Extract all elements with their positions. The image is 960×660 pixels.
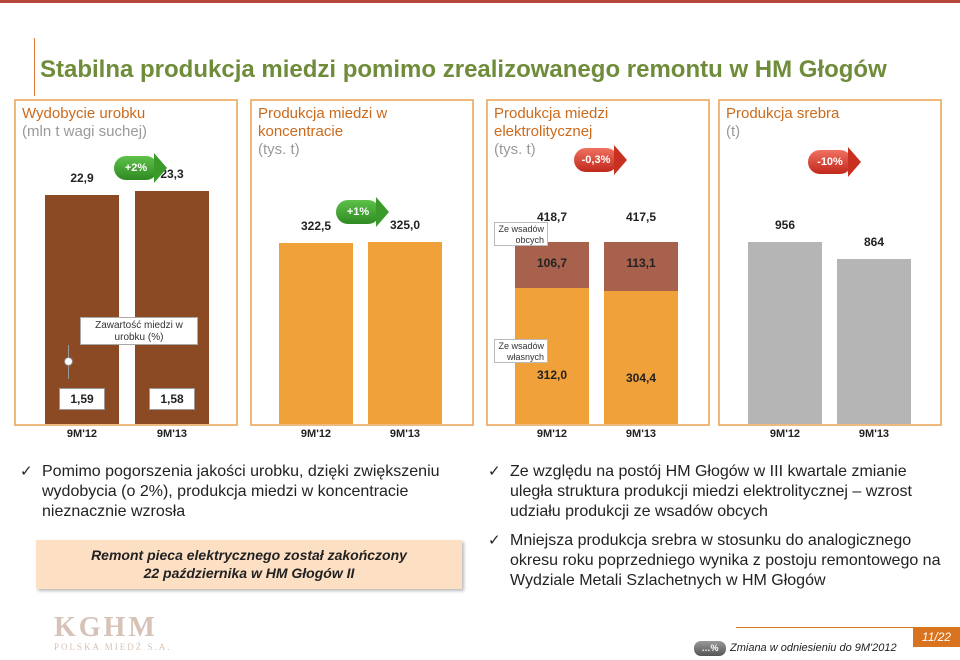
- x-tick-label: 9M'12: [300, 428, 332, 440]
- checkmark-icon: ✓: [20, 463, 33, 480]
- wsady-wlasne-line1: Ze wsadów: [498, 341, 544, 351]
- x-tick-label: 9M'12: [769, 428, 801, 440]
- wsady-obce-label: Ze wsadów obcych: [494, 222, 548, 246]
- chart-title: Produkcja miedzi elektrolitycznej: [494, 105, 609, 140]
- x-tick-label: 9M'13: [389, 428, 421, 440]
- zawartosc-label-line1: Zawartość miedzi w: [95, 320, 183, 331]
- bullet-right-1: ✓ Ze względu na postój HM Głogów w III k…: [488, 462, 950, 522]
- remont-line2: 22 października w HM Głogów II: [143, 565, 355, 581]
- chart-subtitle: (mln t wagi suchej): [22, 123, 148, 140]
- bar: [279, 243, 353, 424]
- change-arrow-icon: [614, 145, 627, 175]
- zawartosc-label: Zawartość miedzi w urobku (%): [80, 317, 198, 345]
- bullet-text: Mniejsza produkcja srebra w stosunku do …: [510, 532, 941, 589]
- change-pill: -0,3%: [574, 145, 627, 175]
- kghm-logo: KGHM POLSKA MIEDŹ S.A.: [54, 612, 172, 652]
- bar-wsady-obce: [515, 241, 589, 289]
- change-text: +1%: [346, 206, 370, 218]
- x-tick-label: 9M'12: [66, 428, 98, 440]
- change-pill: +2%: [114, 153, 167, 183]
- x-tick-label: 9M'13: [625, 428, 657, 440]
- segment-value-label: 304,4: [625, 371, 657, 386]
- segment-value-label: 312,0: [536, 368, 568, 383]
- top-accent-line: [0, 0, 960, 3]
- legend-text: Zmiana w odniesieniu do 9M'2012: [730, 642, 897, 654]
- bar: [837, 259, 911, 424]
- wsady-obce-line1: Ze wsadów: [498, 224, 544, 234]
- page-number: 11/22: [913, 627, 960, 647]
- zawartosc-label-line2: urobku (%): [114, 332, 164, 343]
- panel-title: Produkcja miedzi w koncentracie (tys. t): [258, 105, 388, 159]
- copper-content-label: 1,59: [59, 388, 105, 410]
- panel-title: Produkcja miedzi elektrolitycznej (tys. …: [494, 105, 634, 159]
- copper-content-label: 1,58: [149, 388, 195, 410]
- page-title: Stabilna produkcja miedzi pomimo zrealiz…: [40, 56, 887, 83]
- bar-wsady-wlasne: [604, 291, 678, 424]
- bar: [368, 241, 442, 424]
- total-value-label: 417,5: [625, 210, 657, 225]
- bar-value-label: 956: [774, 217, 796, 232]
- change-arrow-icon: [154, 153, 167, 183]
- change-arrow-icon: [848, 147, 861, 177]
- bar: [748, 241, 822, 424]
- zawartosc-leader-dot: [64, 357, 73, 366]
- x-tick-label: 9M'13: [156, 428, 188, 440]
- change-text: -0,3%: [581, 154, 611, 166]
- change-pill: +1%: [336, 197, 389, 227]
- wsady-wlasne-line2: własnych: [506, 352, 544, 362]
- segment-value-label: 106,7: [536, 255, 568, 270]
- chart-subtitle: (tys. t): [494, 141, 536, 158]
- chart-title: Produkcja miedzi w koncentracie: [258, 105, 388, 140]
- chart-title: Produkcja srebra: [726, 105, 840, 122]
- bar-value-label: 325,0: [389, 217, 421, 232]
- bullet-text: Ze względu na postój HM Głogów w III kwa…: [510, 463, 912, 520]
- footer-line: [736, 627, 913, 628]
- checkmark-icon: ✓: [488, 463, 501, 480]
- remont-callout: Remont pieca elektrycznego został zakońc…: [36, 540, 462, 589]
- chart-subtitle: (tys. t): [258, 141, 300, 158]
- bullet-text: Pomimo pogorszenia jakości urobku, dzięk…: [42, 463, 440, 520]
- logo-subtext: POLSKA MIEDŹ S.A.: [54, 642, 172, 652]
- bullet-right-2: ✓ Mniejsza produkcja srebra w stosunku d…: [488, 531, 950, 591]
- x-tick-label: 9M'12: [536, 428, 568, 440]
- bar-value-label: 22,9: [70, 171, 94, 185]
- bar-value-label: 322,5: [300, 219, 332, 233]
- panel-title: Produkcja srebra (t): [726, 105, 839, 141]
- title-accent-line: [34, 38, 35, 96]
- segment-value-label: 113,1: [626, 256, 656, 271]
- change-text: -10%: [817, 156, 843, 168]
- total-value-label: 418,7: [536, 209, 568, 224]
- bullet-left-1: ✓ Pomimo pogorszenia jakości urobku, dzi…: [20, 462, 480, 522]
- panel-title: Wydobycie urobku (mln t wagi suchej): [22, 105, 147, 141]
- chart-title: Wydobycie urobku: [22, 105, 146, 122]
- legend-change-pill: …%: [694, 641, 726, 656]
- x-tick-label: 9M'13: [858, 428, 890, 440]
- wsady-obce-line2: obcych: [515, 235, 544, 245]
- change-text: +2%: [124, 162, 148, 174]
- checkmark-icon: ✓: [488, 532, 501, 549]
- chart-subtitle: (t): [726, 123, 741, 140]
- wsady-wlasne-label: Ze wsadów własnych: [494, 339, 548, 363]
- change-pill: -10%: [808, 147, 861, 177]
- remont-line1: Remont pieca elektrycznego został zakońc…: [91, 547, 407, 563]
- bar-wsady-obce: [604, 242, 678, 292]
- change-arrow-icon: [376, 197, 389, 227]
- bar-value-label: 864: [863, 235, 885, 250]
- bar: [135, 191, 209, 424]
- logo-text: KGHM: [54, 612, 158, 643]
- bar: [45, 195, 119, 424]
